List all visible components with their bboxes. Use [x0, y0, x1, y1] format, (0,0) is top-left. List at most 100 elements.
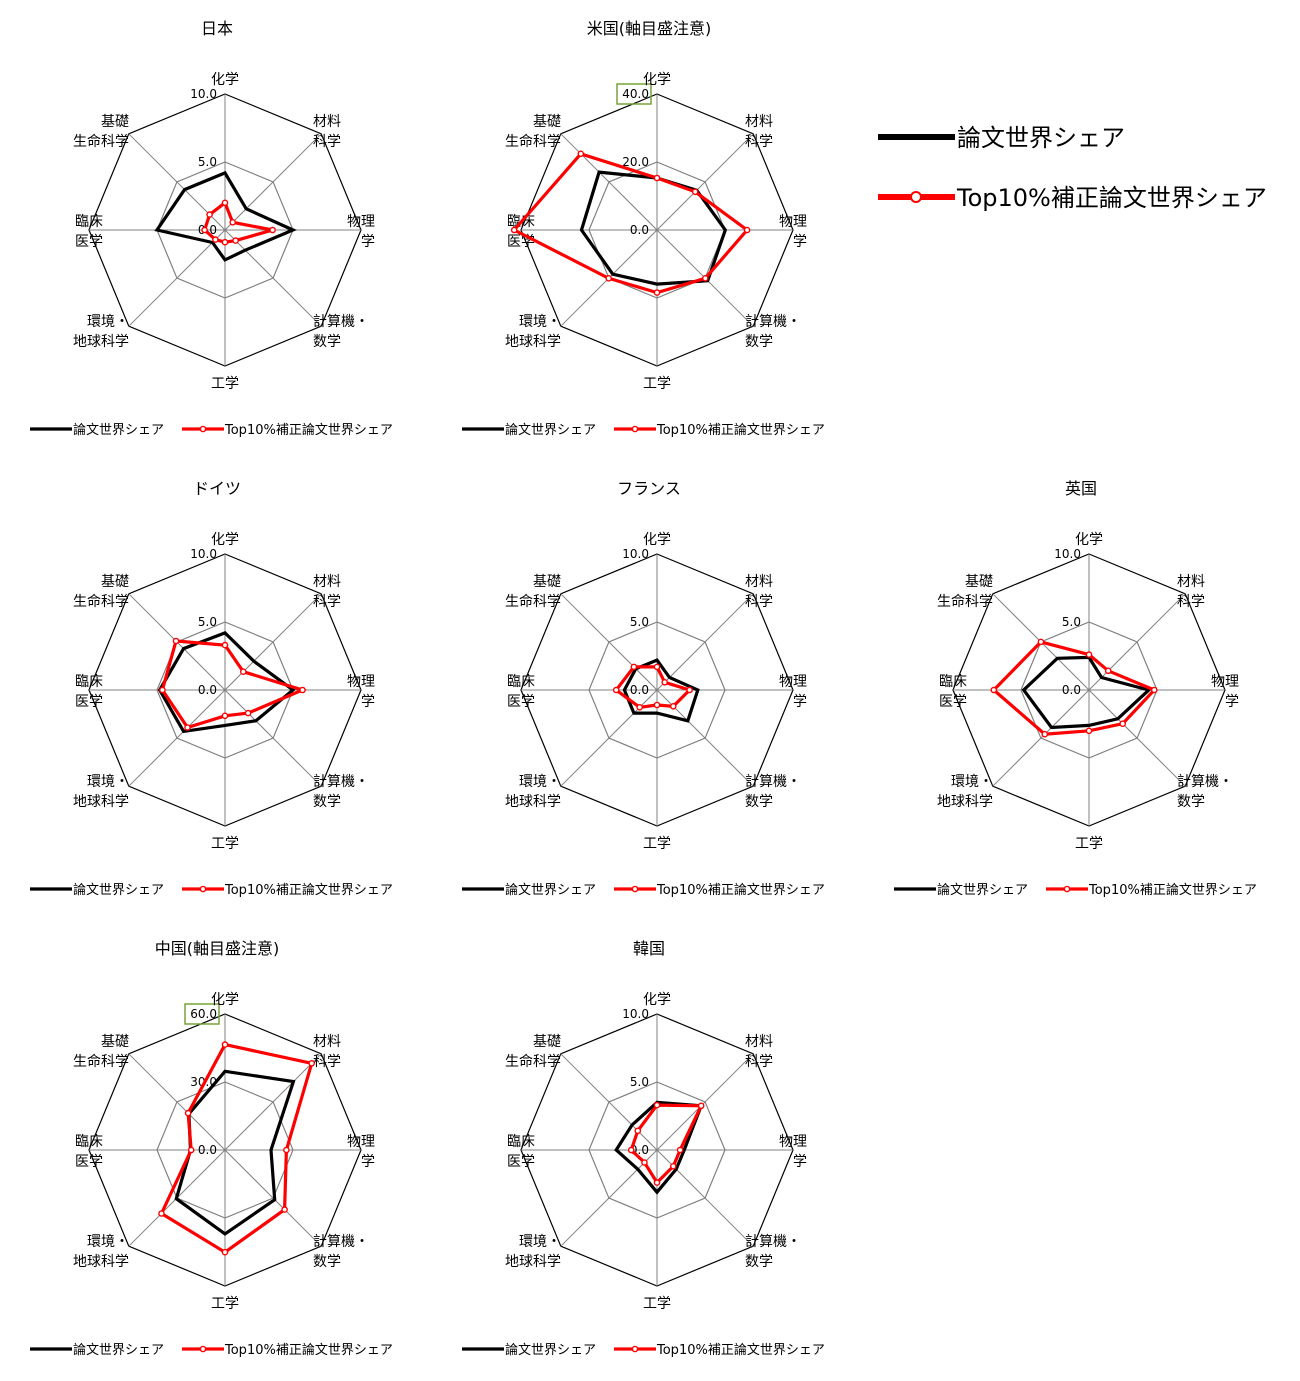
axis-label: 基礎 — [101, 573, 129, 590]
series-point — [1085, 727, 1093, 735]
series-line-top10 — [160, 639, 308, 730]
axis-spoke — [560, 689, 658, 787]
legend-marker-top10 — [199, 1345, 207, 1353]
series-point — [232, 237, 239, 244]
series-point — [634, 1127, 642, 1135]
legend-marker-top10 — [631, 425, 639, 433]
axis-label: 科学 — [745, 134, 773, 150]
axis-label: 化学 — [643, 992, 671, 1008]
legend-label-share: 論文世界シェア — [505, 1342, 596, 1358]
tick-label: 5.0 — [1062, 615, 1081, 629]
axis-label: 基礎 — [965, 573, 993, 590]
axis-label: 科学 — [313, 594, 341, 610]
axis-label: 学 — [793, 694, 807, 710]
series-point — [605, 274, 613, 282]
axis-label: 計算機・ — [1177, 774, 1233, 790]
axis-label: 科学 — [313, 1054, 341, 1070]
axis-label: 医学 — [507, 1154, 535, 1170]
series-point — [510, 226, 518, 234]
axis-label: 臨床 — [75, 214, 103, 230]
axis-label: 医学 — [507, 234, 535, 250]
shared-legend-label-share: 論文世界シェア — [957, 124, 1125, 152]
axis-spoke — [224, 133, 322, 231]
axis-label: 環境・ — [87, 774, 129, 790]
axis-label: 地球科学 — [937, 794, 993, 810]
tick-label: 0.0 — [198, 1143, 217, 1157]
series-point — [229, 218, 236, 226]
series-point — [221, 1041, 229, 1048]
series-point — [686, 686, 693, 694]
axis-label: 科学 — [1177, 594, 1205, 610]
axis-label: 学 — [793, 1154, 807, 1170]
series-point — [1037, 638, 1045, 646]
series-point — [187, 1146, 195, 1154]
legend-marker-top10 — [631, 885, 639, 893]
chart-title: ドイツ — [193, 479, 241, 498]
radar-chart-panel: 中国(軸目盛注意)0.030.060.0化学材料科学物理学計算機・数学工学環境・… — [30, 939, 393, 1358]
tick-label: 10.0 — [622, 1007, 649, 1021]
axis-label: 生命科学 — [505, 133, 561, 150]
series-point — [221, 1248, 229, 1256]
series-point — [221, 199, 229, 207]
axis-label: 学 — [361, 234, 375, 250]
axis-label: 計算機・ — [745, 1234, 801, 1250]
axis-label: 化学 — [643, 72, 671, 88]
axis-spoke — [656, 133, 754, 231]
axis-label: 環境・ — [519, 774, 561, 790]
series-point — [201, 226, 208, 234]
series-point — [641, 1159, 648, 1166]
series-point — [653, 1101, 661, 1109]
series-line-share — [579, 170, 728, 286]
series-line-share — [174, 1069, 296, 1236]
axis-label: 物理 — [779, 214, 807, 230]
axis-label: 工学 — [211, 376, 239, 392]
legend-label-share: 論文世界シェア — [73, 882, 164, 898]
radar-chart-panel: 日本0.05.010.0化学材料科学物理学計算機・数学工学環境・地球科学臨床医学… — [30, 19, 393, 438]
tick-label: 20.0 — [622, 155, 649, 169]
series-point — [627, 1146, 635, 1154]
axis-spoke — [560, 133, 658, 231]
axis-label: 基礎 — [101, 1033, 129, 1050]
axis-label: 学 — [1225, 694, 1239, 710]
axis-label: 地球科学 — [505, 1254, 561, 1270]
legend-label-top10: Top10%補正論文世界シェア — [656, 882, 825, 898]
axis-label: 環境・ — [519, 314, 561, 330]
axis-label: 臨床 — [75, 1134, 103, 1150]
axis-spoke — [128, 229, 226, 327]
legend-label-share: 論文世界シェア — [505, 882, 596, 898]
series-line-share — [154, 170, 297, 262]
legend-label-share: 論文世界シェア — [937, 882, 1028, 898]
axis-label: 数学 — [745, 334, 773, 350]
chart-title: 英国 — [1065, 479, 1097, 498]
axis-label: 地球科学 — [73, 1254, 129, 1270]
legend-label-share: 論文世界シェア — [73, 1342, 164, 1358]
tick-highlight-box — [184, 1003, 220, 1025]
series-point — [244, 709, 252, 717]
axis-label: 工学 — [211, 836, 239, 852]
series-point — [1085, 651, 1093, 658]
series-point — [1151, 686, 1158, 694]
axis-label: 医学 — [75, 1154, 103, 1170]
series-point — [653, 701, 661, 709]
axis-label: 科学 — [313, 134, 341, 150]
axis-label: 物理 — [779, 1134, 807, 1150]
tick-label: 0.0 — [630, 683, 649, 697]
chart-title: 米国(軸目盛注意) — [587, 19, 712, 38]
axis-label: 環境・ — [951, 774, 993, 790]
axis-label: 生命科学 — [505, 593, 561, 610]
axis-label: 工学 — [1075, 836, 1103, 852]
axis-label: 基礎 — [533, 1033, 561, 1050]
tick-label: 60.0 — [190, 1007, 217, 1021]
axis-label: 材料 — [313, 574, 341, 590]
axis-label: 基礎 — [533, 573, 561, 590]
legend-label-top10: Top10%補正論文世界シェア — [224, 1342, 393, 1358]
tick-label: 10.0 — [190, 547, 217, 561]
series-point — [697, 1102, 705, 1110]
radar-chart-panel: 韓国0.05.010.0化学材料科学物理学計算機・数学工学環境・地球科学臨床医学… — [462, 939, 825, 1358]
chart-title: 日本 — [201, 19, 233, 38]
axis-label: 計算機・ — [313, 1234, 369, 1250]
chart-title: 中国(軸目盛注意) — [155, 939, 280, 958]
axis-spoke — [560, 1149, 658, 1247]
